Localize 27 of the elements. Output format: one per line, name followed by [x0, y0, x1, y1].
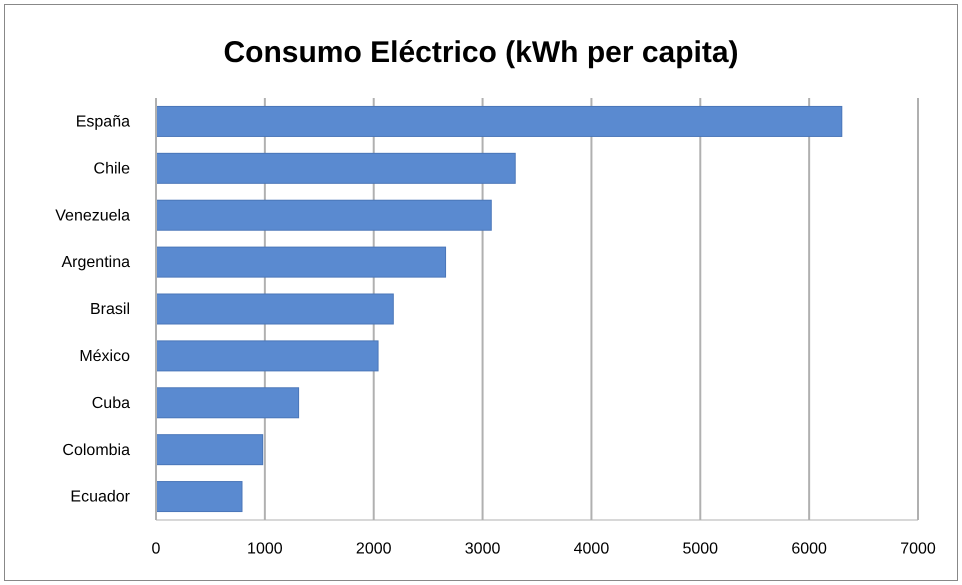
chart-title: Consumo Eléctrico (kWh per capita): [223, 36, 739, 69]
x-tick-label: 4000: [574, 540, 610, 558]
y-tick-label: Ecuador: [70, 488, 131, 506]
y-tick-label: Venezuela: [55, 207, 130, 224]
bar: [156, 152, 516, 184]
y-tick-label: México: [79, 348, 130, 366]
x-tick-label: 7000: [900, 540, 936, 558]
bar: [156, 246, 446, 278]
x-tick-label: 3000: [464, 540, 500, 558]
y-tick-label: España: [76, 114, 130, 131]
bar: [156, 340, 379, 372]
y-tick-label: Colombia: [62, 442, 130, 459]
y-tick-label: Brasil: [90, 301, 130, 318]
x-tick-label: 2000: [356, 540, 392, 558]
x-tick-label: 6000: [791, 540, 828, 558]
y-tick-label: Cuba: [92, 394, 130, 412]
x-tick-label: 5000: [682, 540, 718, 558]
bar: [156, 200, 492, 231]
x-tick-label: 0: [152, 540, 161, 558]
bar: [156, 293, 394, 325]
bar: [156, 434, 264, 466]
y-tick-label: Chile: [94, 160, 130, 178]
bar: [156, 106, 842, 137]
bar: [156, 481, 242, 512]
bar: [156, 387, 300, 418]
x-tick-label: 1000: [247, 540, 283, 558]
y-tick-label: Argentina: [62, 254, 130, 272]
